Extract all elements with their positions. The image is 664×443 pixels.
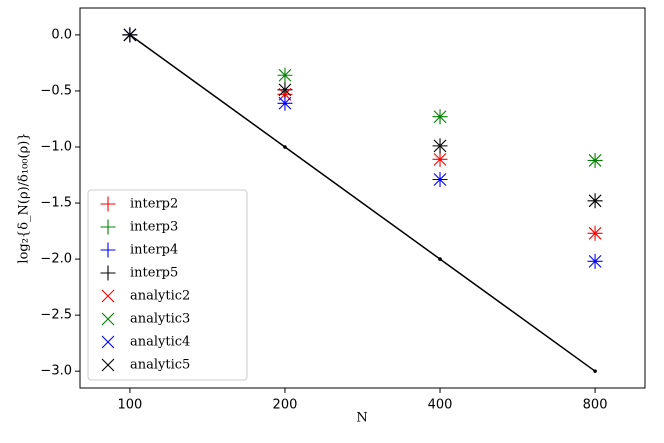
x-marker (588, 226, 602, 240)
x-tick-label: 400 (428, 398, 453, 413)
x-tick-label: 800 (583, 398, 608, 413)
legend-marker (100, 219, 116, 235)
x-tick-label: 100 (118, 398, 143, 413)
y-tick-label: −0.5 (40, 83, 72, 98)
x-marker (588, 194, 602, 208)
legend-label: interp3 (130, 220, 178, 235)
legend-marker (101, 289, 115, 303)
reference-point (283, 145, 287, 149)
x-tick-label: 200 (273, 398, 298, 413)
legend-label: interp2 (130, 197, 178, 212)
y-tick-label: −3.0 (40, 364, 72, 379)
legend-label: analytic4 (130, 335, 190, 350)
x-marker (588, 154, 602, 167)
reference-line (129, 34, 596, 372)
legend-box (87, 189, 248, 381)
y-tick-label: −2.0 (40, 252, 72, 267)
legend-marker (101, 312, 115, 326)
legend-marker (100, 265, 116, 281)
y-tick-label: −1.5 (40, 196, 72, 211)
plot-frame (79, 7, 646, 389)
y-tick-label: 0.0 (51, 27, 72, 42)
x-marker (278, 68, 292, 82)
x-marker (278, 96, 292, 110)
legend-marker (100, 196, 116, 212)
legend-label: analytic5 (130, 358, 190, 373)
x-marker (433, 152, 447, 166)
x-marker (278, 87, 292, 101)
x-axis-label: N (356, 411, 367, 426)
legend-label: analytic3 (130, 312, 190, 327)
legend-label: analytic2 (130, 289, 190, 304)
x-marker (588, 254, 602, 268)
legend-marker (101, 358, 115, 372)
x-marker (278, 83, 292, 97)
legend-marker (101, 335, 115, 349)
legend-label: interp5 (130, 266, 178, 281)
y-tick-label: −1.0 (40, 139, 72, 154)
y-axis-label: log₂{δ_N(ρ)/δ₁₀₀(ρ)} (17, 132, 32, 263)
legend-marker (100, 242, 116, 258)
y-tick-label: −2.5 (40, 308, 72, 323)
x-marker (433, 110, 447, 124)
x-marker (433, 139, 447, 153)
x-marker (433, 173, 447, 186)
reference-point (593, 369, 597, 373)
reference-point (438, 257, 442, 261)
x-marker (123, 28, 137, 42)
legend-label: interp4 (130, 243, 178, 258)
